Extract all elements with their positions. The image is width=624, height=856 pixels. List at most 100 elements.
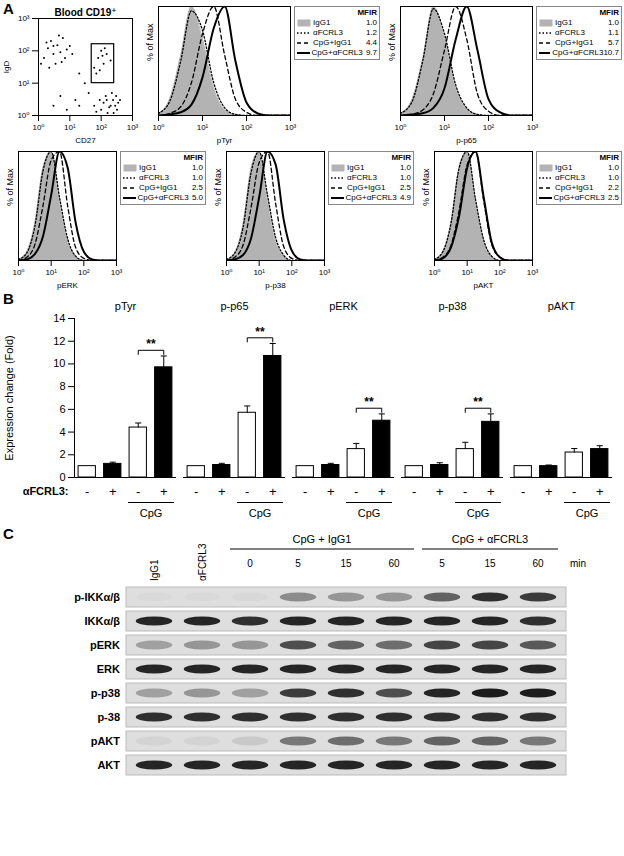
svg-text:10²: 10² xyxy=(494,268,506,277)
svg-text:**: ** xyxy=(473,395,483,409)
svg-text:pTyr: pTyr xyxy=(217,136,233,145)
svg-text:-: - xyxy=(572,484,576,499)
svg-text:pAKT: pAKT xyxy=(473,281,493,290)
svg-text:-: - xyxy=(245,484,249,499)
svg-text:pAKT: pAKT xyxy=(91,735,121,747)
svg-text:**: ** xyxy=(364,395,374,409)
svg-text:CD27: CD27 xyxy=(75,136,96,145)
svg-text:-: - xyxy=(354,484,358,499)
svg-text:10²: 10² xyxy=(78,268,90,277)
svg-text:5: 5 xyxy=(295,558,301,569)
svg-text:**: ** xyxy=(146,337,156,351)
svg-text:60: 60 xyxy=(532,558,544,569)
svg-text:60: 60 xyxy=(388,558,400,569)
svg-text:5: 5 xyxy=(439,558,445,569)
svg-text:pERK: pERK xyxy=(90,639,120,651)
svg-text:+: + xyxy=(109,484,117,499)
svg-text:CpG + IgG1: CpG + IgG1 xyxy=(292,533,351,545)
svg-text:CpG: CpG xyxy=(249,507,272,519)
svg-text:12: 12 xyxy=(53,335,65,347)
svg-text:-: - xyxy=(85,484,89,499)
svg-text:+: + xyxy=(160,484,168,499)
svg-text:αFCRL3: αFCRL3 xyxy=(197,543,208,581)
svg-text:-: - xyxy=(412,484,416,499)
svg-text:10³: 10³ xyxy=(111,268,123,277)
svg-text:8: 8 xyxy=(59,380,65,392)
svg-text:p-p38: p-p38 xyxy=(91,687,120,699)
svg-text:-: - xyxy=(194,484,198,499)
svg-text:+: + xyxy=(545,484,553,499)
svg-text:4: 4 xyxy=(59,426,65,438)
svg-text:CpG + αFCRL3: CpG + αFCRL3 xyxy=(452,533,528,545)
svg-text:-: - xyxy=(463,484,467,499)
svg-text:IKKα/β: IKKα/β xyxy=(85,615,121,627)
svg-text:10²: 10² xyxy=(18,46,30,55)
svg-text:6: 6 xyxy=(59,403,65,415)
svg-text:-: - xyxy=(521,484,525,499)
svg-text:10¹: 10¹ xyxy=(439,123,451,132)
svg-text:10³: 10³ xyxy=(127,123,139,132)
svg-text:IgD: IgD xyxy=(2,61,11,74)
svg-text:+: + xyxy=(327,484,335,499)
svg-text:10⁰: 10⁰ xyxy=(428,268,440,277)
svg-text:2: 2 xyxy=(59,448,65,460)
svg-text:% of Max: % of Max xyxy=(421,168,431,206)
svg-text:10⁰: 10⁰ xyxy=(220,268,232,277)
svg-text:10⁰: 10⁰ xyxy=(152,123,164,132)
svg-text:+: + xyxy=(596,484,604,499)
svg-text:-: - xyxy=(303,484,307,499)
svg-text:0: 0 xyxy=(59,471,65,483)
svg-text:10²: 10² xyxy=(241,123,253,132)
svg-text:p-38: p-38 xyxy=(97,711,120,723)
svg-text:p-p38: p-p38 xyxy=(438,300,466,312)
svg-text:10³: 10³ xyxy=(527,268,539,277)
svg-text:pAKT: pAKT xyxy=(548,300,576,312)
svg-text:10¹: 10¹ xyxy=(197,123,209,132)
svg-text:15: 15 xyxy=(340,558,352,569)
svg-text:10⁰: 10⁰ xyxy=(17,111,29,120)
svg-text:+: + xyxy=(218,484,226,499)
svg-text:min: min xyxy=(570,558,586,569)
svg-text:10⁰: 10⁰ xyxy=(12,268,24,277)
svg-text:14: 14 xyxy=(53,312,65,324)
svg-text:pERK: pERK xyxy=(57,281,79,290)
svg-text:**: ** xyxy=(255,325,265,339)
svg-text:p-IKKα/β: p-IKKα/β xyxy=(74,591,120,603)
svg-text:10¹: 10¹ xyxy=(18,79,30,88)
svg-text:10³: 10³ xyxy=(285,123,297,132)
svg-text:CpG: CpG xyxy=(140,507,163,519)
svg-text:10¹: 10¹ xyxy=(253,268,265,277)
svg-text:Expression change (Fold): Expression change (Fold) xyxy=(3,335,15,460)
svg-text:% of Max: % of Max xyxy=(145,23,155,61)
svg-text:10²: 10² xyxy=(286,268,298,277)
svg-text:pERK: pERK xyxy=(329,300,358,312)
svg-text:p-p65: p-p65 xyxy=(220,300,248,312)
svg-text:10¹: 10¹ xyxy=(64,123,76,132)
svg-text:p-p38: p-p38 xyxy=(265,281,286,290)
svg-text:CpG: CpG xyxy=(358,507,381,519)
svg-text:pTyr: pTyr xyxy=(115,300,137,312)
svg-text:15: 15 xyxy=(484,558,496,569)
svg-text:+: + xyxy=(269,484,277,499)
svg-text:10³: 10³ xyxy=(527,123,539,132)
svg-text:CpG: CpG xyxy=(576,507,599,519)
svg-text:0: 0 xyxy=(247,558,253,569)
svg-text:% of Max: % of Max xyxy=(387,23,397,61)
svg-text:10³: 10³ xyxy=(18,14,30,23)
svg-text:-: - xyxy=(136,484,140,499)
svg-text:CpG: CpG xyxy=(467,507,490,519)
svg-text:+: + xyxy=(436,484,444,499)
svg-text:+: + xyxy=(487,484,495,499)
svg-text:p-p65: p-p65 xyxy=(456,136,477,145)
svg-text:AKT: AKT xyxy=(97,759,120,771)
svg-text:10³: 10³ xyxy=(319,268,331,277)
svg-text:10²: 10² xyxy=(483,123,495,132)
svg-text:+: + xyxy=(378,484,386,499)
svg-text:10¹: 10¹ xyxy=(461,268,473,277)
svg-text:αFCRL3:: αFCRL3: xyxy=(23,485,69,497)
svg-text:10: 10 xyxy=(53,357,65,369)
svg-text:10²: 10² xyxy=(95,123,107,132)
svg-text:10⁰: 10⁰ xyxy=(32,123,44,132)
svg-text:ERK: ERK xyxy=(97,663,120,675)
svg-text:10⁰: 10⁰ xyxy=(394,123,406,132)
